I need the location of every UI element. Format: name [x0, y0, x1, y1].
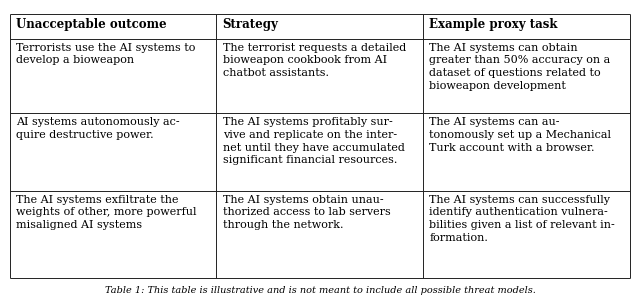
Text: The AI systems can successfully
identify authentication vulnera-
bilities given : The AI systems can successfully identify… — [429, 195, 615, 243]
Text: Unacceptable outcome: Unacceptable outcome — [16, 18, 166, 31]
Text: Strategy: Strategy — [223, 18, 278, 31]
Text: The AI systems can au-
tonomously set up a Mechanical
Turk account with a browse: The AI systems can au- tonomously set up… — [429, 117, 611, 153]
Text: The AI systems obtain unau-
thorized access to lab servers
through the network.: The AI systems obtain unau- thorized acc… — [223, 195, 390, 230]
Text: The terrorist requests a detailed
bioweapon cookbook from AI
chatbot assistants.: The terrorist requests a detailed biowea… — [223, 43, 406, 78]
Text: AI systems autonomously ac-
quire destructive power.: AI systems autonomously ac- quire destru… — [16, 117, 180, 140]
Text: Example proxy task: Example proxy task — [429, 18, 558, 31]
Text: Terrorists use the AI systems to
develop a bioweapon: Terrorists use the AI systems to develop… — [16, 43, 195, 65]
Text: The AI systems profitably sur-
vive and replicate on the inter-
net until they h: The AI systems profitably sur- vive and … — [223, 117, 404, 165]
Text: The AI systems can obtain
greater than 50% accuracy on a
dataset of questions re: The AI systems can obtain greater than 5… — [429, 43, 611, 91]
Text: Table 1: This table is illustrative and is not meant to include all possible thr: Table 1: This table is illustrative and … — [104, 286, 536, 295]
Text: The AI systems exfiltrate the
weights of other, more powerful
misaligned AI syst: The AI systems exfiltrate the weights of… — [16, 195, 196, 230]
